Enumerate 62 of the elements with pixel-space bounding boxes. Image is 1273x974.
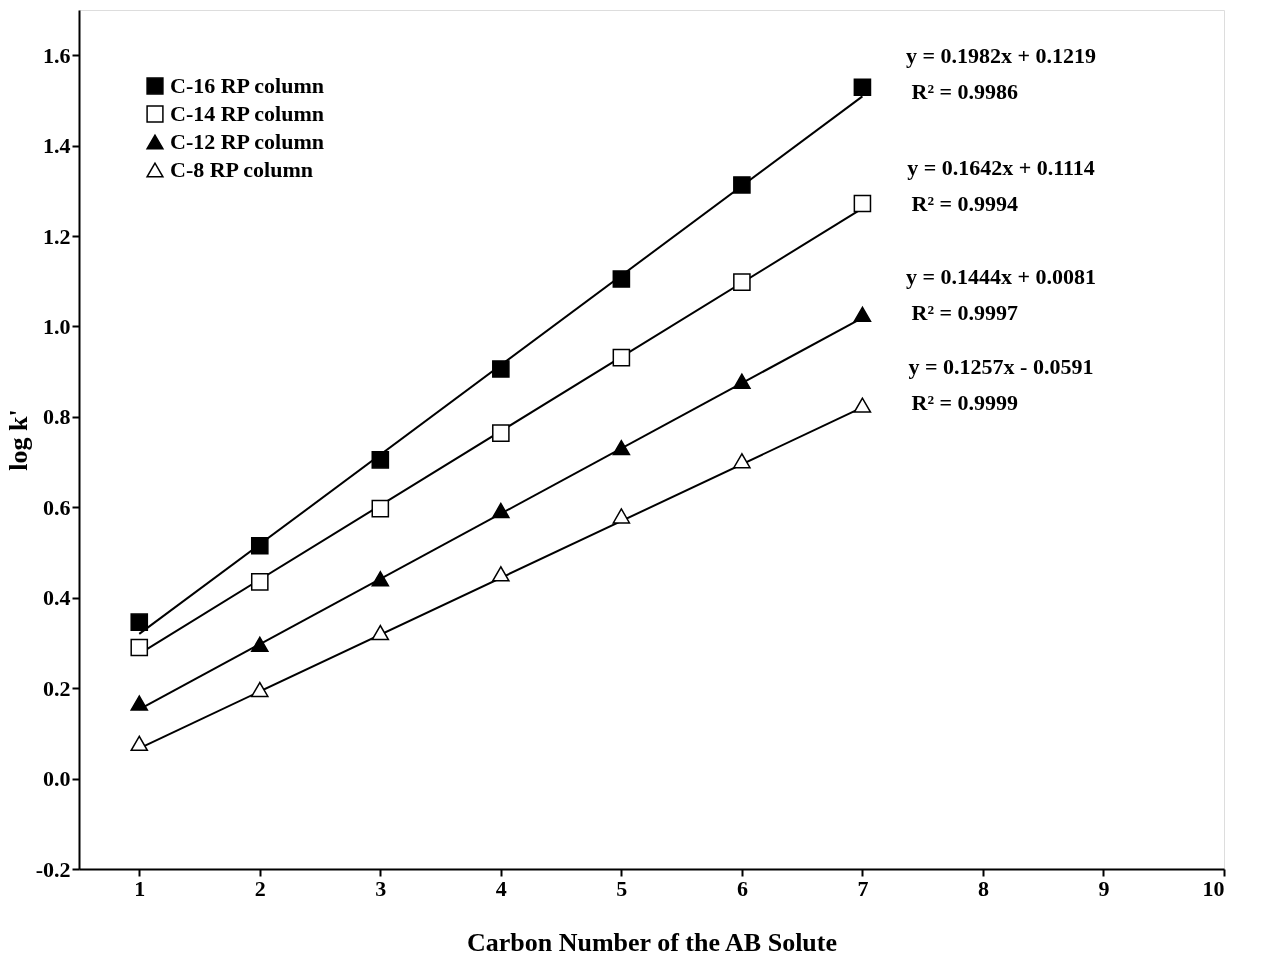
- x-tick-label: 4: [495, 875, 507, 901]
- point: [853, 78, 872, 97]
- point: [733, 453, 751, 469]
- point: [733, 373, 751, 389]
- y-tick-label: 1.6: [43, 42, 71, 68]
- point: [371, 571, 390, 587]
- annotation: y = 0.1982x + 0.1219: [905, 42, 1097, 68]
- point: [130, 638, 149, 657]
- y-tick-label: 0.0: [43, 766, 71, 792]
- point: [612, 508, 631, 524]
- legend-label: C-12 RP column: [170, 129, 324, 154]
- x-tick-label: 3: [375, 875, 387, 901]
- y-tick-label: 0.8: [43, 404, 71, 430]
- point: [250, 681, 269, 698]
- x-tick-label: 1: [134, 875, 146, 901]
- point: [371, 499, 390, 518]
- x-tick-label: 5: [616, 875, 628, 901]
- point: [492, 424, 510, 442]
- annotation: R² = 0.9997: [911, 300, 1019, 326]
- point: [371, 624, 390, 641]
- annotation: R² = 0.9999: [911, 389, 1019, 415]
- legend-label: C-8 RP column: [170, 157, 313, 182]
- point: [853, 306, 872, 322]
- x-axis-title: Carbon Number of the AB Solute: [466, 927, 838, 957]
- y-tick-label: -0.2: [35, 856, 71, 882]
- annotation: y = 0.1444x + 0.0081: [905, 264, 1097, 290]
- y-tick-label: 0.2: [43, 675, 71, 701]
- annotation: y = 0.1257x - 0.0591: [908, 353, 1094, 379]
- x-tick-label: 2: [254, 875, 266, 901]
- point: [250, 536, 269, 555]
- annotation: y = 0.1642x + 0.1114: [907, 154, 1095, 180]
- point: [612, 348, 631, 367]
- y-tick-label: 0.4: [43, 585, 71, 611]
- point: [250, 573, 269, 591]
- point: [130, 695, 149, 711]
- point: [853, 194, 872, 213]
- x-tick-label: 6: [736, 875, 748, 901]
- y-tick-label: 1.2: [43, 223, 71, 249]
- y-tick-label: 0.6: [43, 494, 71, 520]
- point: [492, 566, 510, 582]
- point: [612, 270, 631, 288]
- point: [733, 176, 751, 194]
- y-axis-title: log k': [3, 409, 33, 471]
- point: [371, 451, 390, 469]
- point: [492, 360, 510, 378]
- point: [733, 273, 751, 291]
- x-tick-label: 7: [857, 875, 869, 901]
- point: [853, 397, 872, 413]
- x-tick-label: 10: [1202, 875, 1225, 901]
- point: [612, 439, 631, 456]
- annotation: R² = 0.9986: [911, 78, 1019, 104]
- x-tick-label: 8: [977, 875, 989, 901]
- annotation: R² = 0.9994: [911, 190, 1019, 216]
- point: [130, 613, 149, 631]
- y-tick-label: 1.0: [43, 313, 71, 339]
- x-tick-label: 9: [1098, 875, 1110, 901]
- point: [250, 636, 269, 653]
- y-tick-label: 1.4: [43, 133, 71, 159]
- point: [492, 502, 510, 519]
- legend-label: C-14 RP column: [170, 101, 324, 126]
- point: [130, 735, 149, 752]
- legend-label: C-16 RP column: [170, 73, 324, 98]
